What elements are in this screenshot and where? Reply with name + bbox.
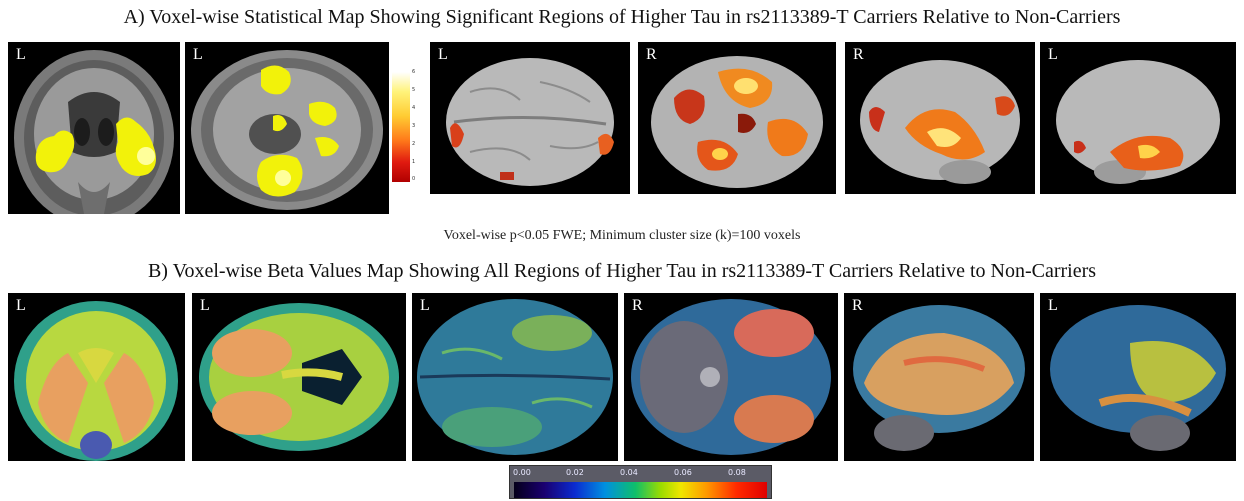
scale-tick: 4: [412, 105, 416, 111]
view-label-right: R: [632, 297, 643, 314]
colorbar-tick: 0.00: [513, 468, 531, 477]
scale-tick: 3: [412, 123, 416, 129]
scale-tick: 0: [412, 176, 416, 182]
colorbar-gradient: [514, 482, 767, 498]
view-label-left: L: [420, 297, 430, 314]
view-label-left: L: [438, 46, 448, 63]
axial-slice-image-a: L: [185, 42, 389, 214]
axial-beta-image-b: L: [192, 293, 406, 461]
view-label-right: R: [853, 46, 864, 63]
t-value-color-scale: 6 5 4 3 2 1 0: [392, 69, 420, 182]
panel-b-title: B) Voxel-wise Beta Values Map Showing Al…: [147, 260, 1097, 282]
view-label-left: L: [1048, 297, 1058, 314]
scale-tick: 6: [412, 69, 416, 75]
coronal-beta-image-b: L: [8, 293, 185, 461]
brain-render-b-lateral-left: L: [1040, 293, 1236, 461]
coronal-slice-image-a: L: [8, 42, 180, 214]
colorbar-tick: 0.04: [620, 468, 638, 477]
brain-render-b-lateral-right: R: [844, 293, 1034, 461]
view-label-right: R: [852, 297, 863, 314]
colorbar-tick: 0.08: [728, 468, 746, 477]
view-label-left: L: [193, 46, 203, 63]
brain-render-b-top: L: [412, 293, 618, 461]
view-label-right: R: [646, 46, 657, 63]
panel-a-title: A) Voxel-wise Statistical Map Showing Si…: [123, 6, 1121, 28]
view-label-left: L: [16, 297, 26, 314]
brain-render-a-lateral-right: R: [845, 42, 1035, 194]
brain-render-a-top-right: R: [638, 42, 836, 194]
view-label-left: L: [1048, 46, 1058, 63]
view-label-left: L: [16, 46, 26, 63]
brain-render-b-bottom: R: [624, 293, 838, 461]
colorbar-tick: 0.02: [566, 468, 584, 477]
view-label-left: L: [200, 297, 210, 314]
beta-colorbar: 0.00 0.02 0.04 0.06 0.08: [509, 465, 772, 499]
brain-render-a-lateral-left: L: [1040, 42, 1236, 194]
scale-tick: 2: [412, 141, 416, 147]
scale-tick: 5: [412, 87, 416, 93]
scale-tick: 1: [412, 159, 416, 165]
panel-a-caption: Voxel-wise p<0.05 FWE; Minimum cluster s…: [443, 228, 801, 243]
colorbar-tick: 0.06: [674, 468, 692, 477]
brain-render-a-top-left: L: [430, 42, 630, 194]
